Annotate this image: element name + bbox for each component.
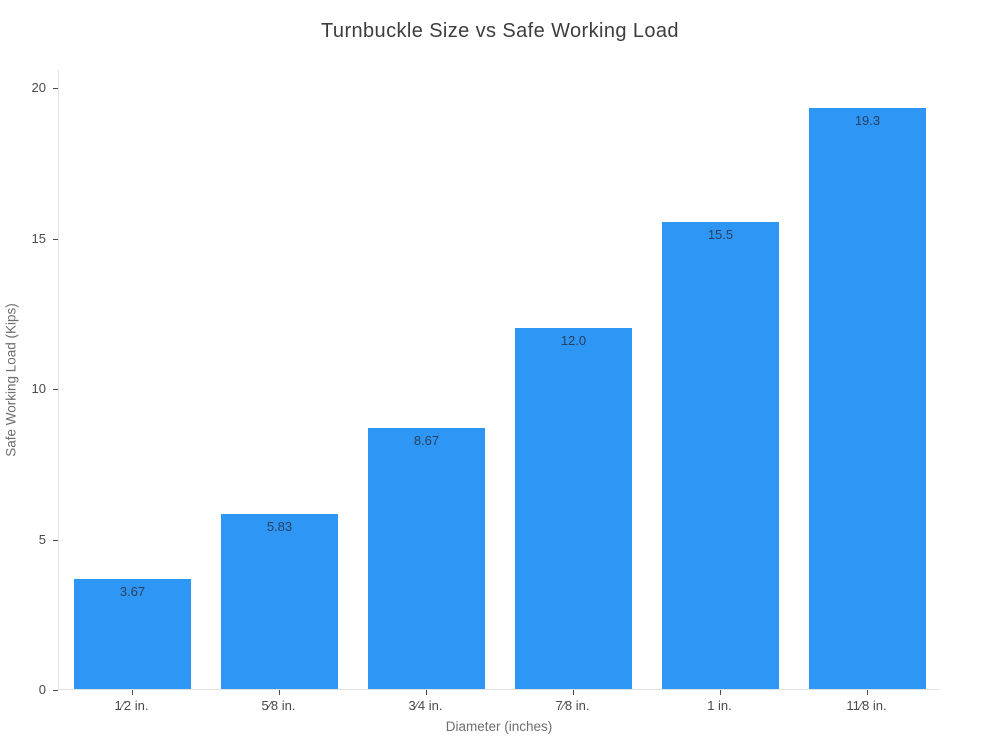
bar-value-label: 15.5 (707, 227, 734, 243)
bar-value-label: 3.67 (119, 583, 146, 599)
y-tick-mark (53, 238, 58, 240)
bar-value-label: 19.3 (854, 113, 881, 129)
y-axis-title: Safe Working Load (Kips) (3, 303, 19, 457)
bar: 8.67 (367, 428, 486, 689)
x-tick-label: 5⁄8 in. (261, 698, 296, 713)
y-tick-mark (53, 690, 58, 691)
x-tick-label: 1⁄2 in. (114, 698, 149, 713)
y-tick-label: 10 (31, 381, 46, 396)
x-tick-mark (719, 690, 721, 695)
y-tick-label: 5 (38, 531, 46, 547)
bar-value-label: 8.67 (413, 433, 440, 449)
y-tick-label: 0 (38, 682, 46, 697)
x-tick-label: 7⁄8 in. (555, 698, 590, 713)
bar-value-label: 5.83 (266, 518, 293, 534)
bar: 5.83 (220, 513, 339, 689)
bar-value-label: 12.0 (560, 332, 587, 348)
plot-area: 3.67 5.83 8.67 12.0 15.5 19.3 (58, 70, 940, 690)
x-axis-title: Diameter (inches) (445, 719, 553, 734)
y-tick-mark (53, 88, 58, 89)
bar: 19.3 (808, 108, 927, 689)
x-tick-label: 3⁄4 in. (408, 698, 443, 713)
y-tick-mark (53, 389, 58, 390)
x-tick-mark (278, 690, 280, 695)
chart-title: Turnbuckle Size vs Safe Working Load (321, 20, 679, 42)
bar: 3.67 (73, 578, 192, 689)
x-tick-mark (866, 690, 868, 695)
y-tick-label: 20 (31, 80, 46, 95)
y-tick-mark (53, 539, 58, 541)
x-tick-mark (572, 690, 574, 695)
bar: 12.0 (514, 327, 633, 689)
x-tick-label: 11⁄8 in. (846, 698, 887, 713)
x-tick-mark (425, 690, 427, 695)
x-tick-label: 1 in. (707, 698, 732, 713)
y-tick-label: 15 (31, 230, 46, 246)
bar: 15.5 (661, 222, 780, 689)
x-tick-mark (131, 690, 133, 695)
